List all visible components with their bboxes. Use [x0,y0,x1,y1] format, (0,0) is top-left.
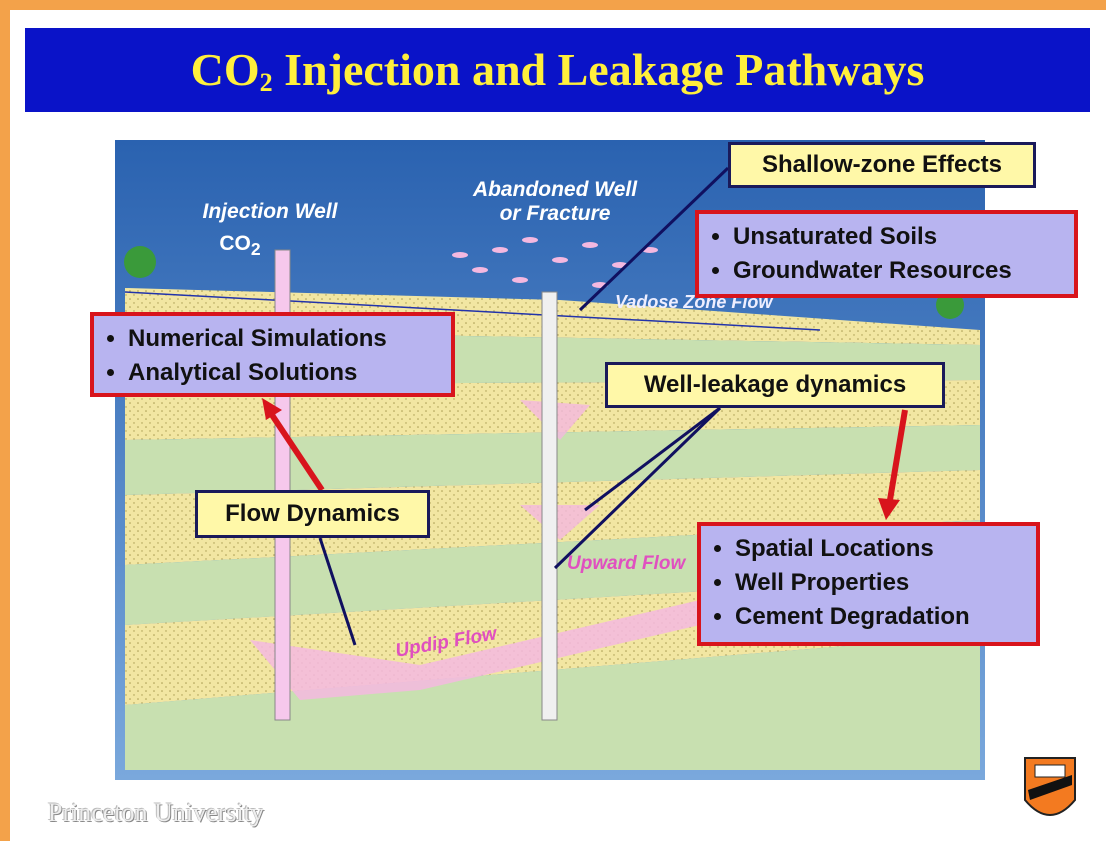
co2-plume [250,600,700,700]
footer: Princeton University [48,798,264,827]
red-arrows [262,398,908,520]
label-line: Abandoned Well [472,178,638,201]
co2-subscript: 2 [250,239,261,260]
water-table [124,291,821,331]
item: Unsaturated Soils [733,220,1074,254]
co2-label: CO2 [200,232,280,260]
navy-arrows [318,166,730,646]
shield [1024,757,1076,816]
shallow-title: Shallow-zone Effects [728,142,1036,188]
tree [124,246,156,278]
item: Cement Degradation [735,600,1036,634]
abandoned-well [541,291,558,721]
leakage-title: Well-leakage dynamics [605,362,945,408]
title: CO [190,44,260,95]
item: Analytical Solutions [128,356,451,390]
title-rest: Injection and Leakage Pathways [284,44,925,95]
item: Spatial Locations [735,532,1036,566]
tree [936,291,964,319]
label-line: or Fracture [499,202,611,225]
flow-title: Flow Dynamics [195,490,430,538]
shallow-box: Unsaturated SoilsGroundwater Resources [695,210,1078,298]
item: Groundwater Resources [733,254,1074,288]
title-bar: CO2 Injection and Leakage Pathways [25,28,1090,112]
leakage-box: Spatial LocationsWell PropertiesCement D… [697,522,1040,646]
item: Well Properties [735,566,1036,600]
upward-label: Upward Flow [567,553,686,574]
title-subscript: 2 [259,68,273,97]
co2-plume [520,505,600,540]
methods-box: Numerical SimulationsAnalytical Solution… [90,312,455,397]
co2-text: CO [219,232,251,255]
injection-well-label: Injection Well [202,200,338,223]
item: Numerical Simulations [128,322,451,356]
abandoned-well-label: Abandoned Well or Fracture [430,178,680,226]
